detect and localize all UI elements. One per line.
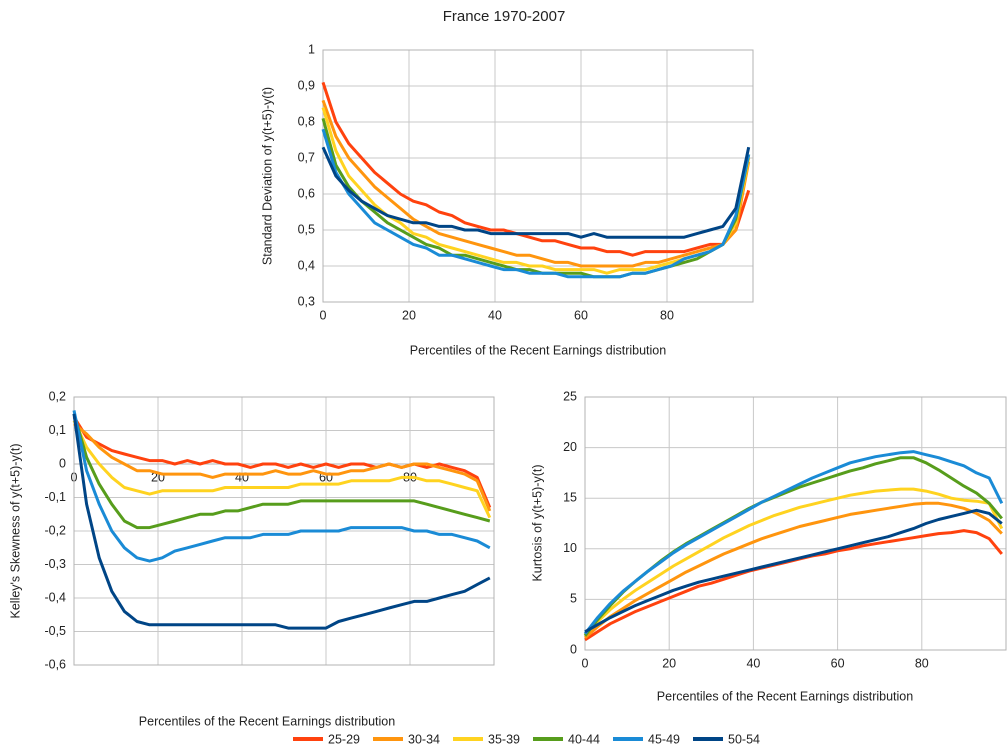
x-tick-label: 40 [488, 308, 502, 322]
series-line [321, 81, 751, 257]
y-tick-label: 0,9 [298, 78, 315, 92]
series-line [584, 508, 1003, 634]
plot-frame [73, 396, 495, 666]
y-tick-label: 0,7 [298, 150, 315, 164]
y-axis-label: Kelley's Skewness of y(t+5)-y(t) [8, 443, 22, 618]
legend-label: 25-29 [328, 732, 360, 746]
series-line [321, 128, 751, 279]
x-tick-label: 20 [402, 308, 416, 322]
y-tick-label: 0,2 [49, 389, 66, 403]
series-line [72, 413, 491, 530]
y-tick-label: 0,6 [298, 186, 315, 200]
y-tick-label: 0 [570, 642, 577, 656]
y-tick-label: 0,1 [49, 423, 66, 437]
series-line [583, 487, 1004, 636]
x-tick-label: 20 [662, 656, 676, 670]
x-tick-label: 0 [582, 656, 589, 670]
y-tick-label: 5 [570, 592, 577, 606]
series-line [72, 416, 492, 509]
y-tick-label: 20 [563, 440, 577, 454]
series-line [72, 419, 492, 519]
legend-label: 45-49 [648, 732, 680, 746]
plot-frame [322, 49, 754, 303]
series-line [584, 501, 1003, 640]
x-axis-label: Percentiles of the Recent Earnings distr… [657, 689, 913, 703]
y-tick-label: 25 [563, 389, 577, 403]
x-tick-label: 60 [831, 656, 845, 670]
y-tick-label: 15 [563, 490, 577, 504]
y-tick-label: 0,4 [298, 258, 315, 272]
x-tick-label: 80 [660, 308, 674, 322]
legend-label: 35-39 [488, 732, 520, 746]
y-tick-label: 0,8 [298, 114, 315, 128]
x-tick-label: 0 [320, 308, 327, 322]
x-tick-label: 60 [574, 308, 588, 322]
y-tick-label: -0,2 [44, 523, 66, 537]
legend-label: 50-54 [728, 732, 760, 746]
legend-label: 30-34 [408, 732, 440, 746]
x-axis-label: Percentiles of the Recent Earnings distr… [139, 714, 395, 728]
series-line [72, 410, 491, 563]
y-axis-label: Kurtosis of y(t+5)-y(t) [530, 464, 544, 581]
series-line [321, 107, 751, 275]
y-tick-label: -0,1 [44, 490, 66, 504]
x-tick-label: 40 [235, 470, 249, 484]
y-tick-label: 10 [563, 541, 577, 555]
chart-title: France 1970-2007 [443, 8, 566, 25]
y-tick-label: 0,5 [298, 222, 315, 236]
series-line [321, 118, 751, 279]
y-tick-label: -0,6 [44, 657, 66, 671]
y-tick-label: -0,5 [44, 624, 66, 638]
x-tick-label: 80 [915, 656, 929, 670]
y-tick-label: -0,4 [44, 590, 66, 604]
y-axis-label: Standard Deviation of y(t+5)-y(t) [260, 87, 274, 265]
plot-frame [584, 396, 1007, 651]
series-line [583, 450, 1004, 635]
series-line [321, 99, 751, 268]
y-tick-label: 1 [308, 42, 315, 56]
y-tick-label: -0,3 [44, 557, 66, 571]
series-line [584, 529, 1003, 642]
series-line [72, 413, 491, 630]
x-axis-label: Percentiles of the Recent Earnings distr… [410, 343, 666, 357]
series-line [73, 422, 492, 512]
series-line [583, 456, 1003, 637]
x-tick-label: 40 [746, 656, 760, 670]
y-tick-label: 0 [59, 456, 66, 470]
series-line [321, 146, 751, 239]
y-tick-label: 0,3 [298, 294, 315, 308]
legend-label: 40-44 [568, 732, 600, 746]
